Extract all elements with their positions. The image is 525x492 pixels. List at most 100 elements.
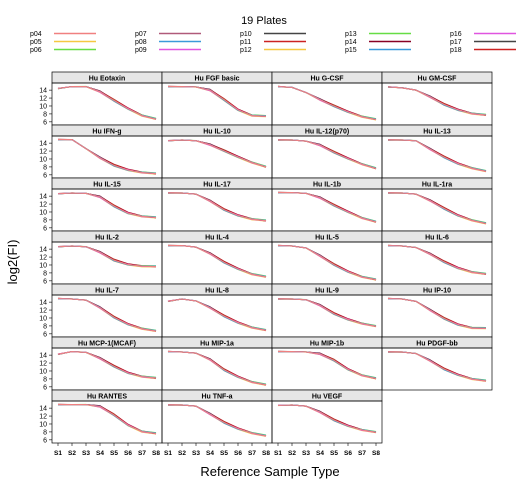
series-line <box>277 298 377 327</box>
y-tick-label: 8 <box>43 217 47 224</box>
series-line <box>387 244 487 275</box>
y-tick-label: 10 <box>39 103 47 110</box>
y-tick-label: 8 <box>43 429 47 436</box>
y-tick-label: 10 <box>39 421 47 428</box>
y-tick-label: 6 <box>43 384 47 391</box>
x-tick-label: S3 <box>82 450 90 457</box>
panel-title: Hu IFN-g <box>92 128 121 135</box>
series-line <box>167 404 267 437</box>
series-line <box>387 139 487 172</box>
series-line <box>167 244 267 277</box>
y-tick-label: 8 <box>43 323 47 330</box>
panel: Hu MIP-1a <box>161 336 273 391</box>
series-line <box>387 192 487 224</box>
x-tick-label: S8 <box>372 450 380 457</box>
series-line <box>388 139 487 172</box>
x-tick-label: S6 <box>234 450 242 457</box>
series-line <box>57 351 157 378</box>
x-tick-label: S2 <box>68 450 76 457</box>
legend-label: p15 <box>345 47 357 54</box>
series-line <box>57 403 157 435</box>
series-line <box>167 298 267 332</box>
series-line <box>278 192 377 223</box>
series-line <box>57 350 157 379</box>
series-line <box>57 192 157 219</box>
series-line <box>57 298 157 333</box>
panel-title: Hu IL-1ra <box>422 181 452 188</box>
series-line <box>57 351 157 379</box>
x-tick-label: S5 <box>330 450 338 457</box>
panel-title: Hu IL-5 <box>315 234 339 241</box>
panel-frame <box>51 241 163 285</box>
panel-frame <box>51 347 163 391</box>
x-tick-label: S4 <box>316 450 324 457</box>
legend-label: p09 <box>135 47 147 54</box>
panel-title: Hu IL-2 <box>95 234 119 241</box>
panel-title: Hu VEGF <box>312 393 343 400</box>
panel-frame <box>51 188 163 232</box>
legend-label: p10 <box>240 31 252 38</box>
panel-title: Hu FGF basic <box>194 75 239 82</box>
y-tick-label: 14 <box>39 141 47 148</box>
panel-frame <box>161 135 273 179</box>
panel: Hu IL-8 <box>161 283 273 338</box>
series-line <box>167 351 267 386</box>
panel-title: Hu GM-CSF <box>418 75 458 82</box>
panel-title: Hu PDGF-bb <box>416 340 458 347</box>
series-line <box>57 403 157 435</box>
panel-frame <box>381 241 493 285</box>
panel-title: Hu IL-6 <box>425 234 449 241</box>
panel-title: Hu IL-7 <box>95 287 119 294</box>
y-tick-label: 12 <box>39 361 47 368</box>
series-line <box>387 192 487 224</box>
series-line <box>387 139 487 172</box>
x-tick-label: S1 <box>164 450 172 457</box>
y-tick-label: 8 <box>43 376 47 383</box>
y-tick-label: 14 <box>39 300 47 307</box>
series-line <box>167 244 267 277</box>
series-line <box>277 245 377 280</box>
panel-title: Hu IL-10 <box>203 128 231 135</box>
series-line <box>387 351 487 382</box>
panel-frame <box>381 294 493 338</box>
series-line <box>57 350 157 379</box>
series-line <box>387 245 487 275</box>
series-line <box>167 404 267 437</box>
series-line <box>277 298 377 327</box>
series-line <box>57 192 157 218</box>
legend-label: p08 <box>135 39 147 46</box>
series-line <box>167 85 267 117</box>
series-line <box>278 298 377 327</box>
series-line <box>167 298 267 331</box>
series-line <box>58 139 157 175</box>
panel-frame <box>161 241 273 285</box>
panel: Hu IP-10 <box>381 283 493 338</box>
x-tick-label: S5 <box>220 450 228 457</box>
panel: Hu FGF basic <box>161 71 273 126</box>
y-tick-label: 10 <box>39 209 47 216</box>
series-line <box>277 298 377 327</box>
x-tick-label: S4 <box>96 450 104 457</box>
x-tick-label: S8 <box>262 450 270 457</box>
series-line <box>277 404 377 433</box>
series-line <box>277 86 377 121</box>
panel: Hu MIP-1b <box>271 336 383 391</box>
series-line <box>387 244 487 274</box>
panel-frame <box>51 400 163 444</box>
y-tick-label: 8 <box>43 270 47 277</box>
series-line <box>57 297 157 332</box>
legend-label: p12 <box>240 47 252 54</box>
panel-title: Hu Eotaxin <box>89 75 126 82</box>
series-line <box>57 298 157 332</box>
panel-frame <box>271 347 383 391</box>
series-line <box>57 192 157 218</box>
series-line <box>167 244 267 278</box>
series-line <box>387 298 487 329</box>
series-line <box>57 192 157 219</box>
panel-title: Hu MIP-1b <box>310 340 344 347</box>
x-tick-label: S7 <box>248 450 256 457</box>
